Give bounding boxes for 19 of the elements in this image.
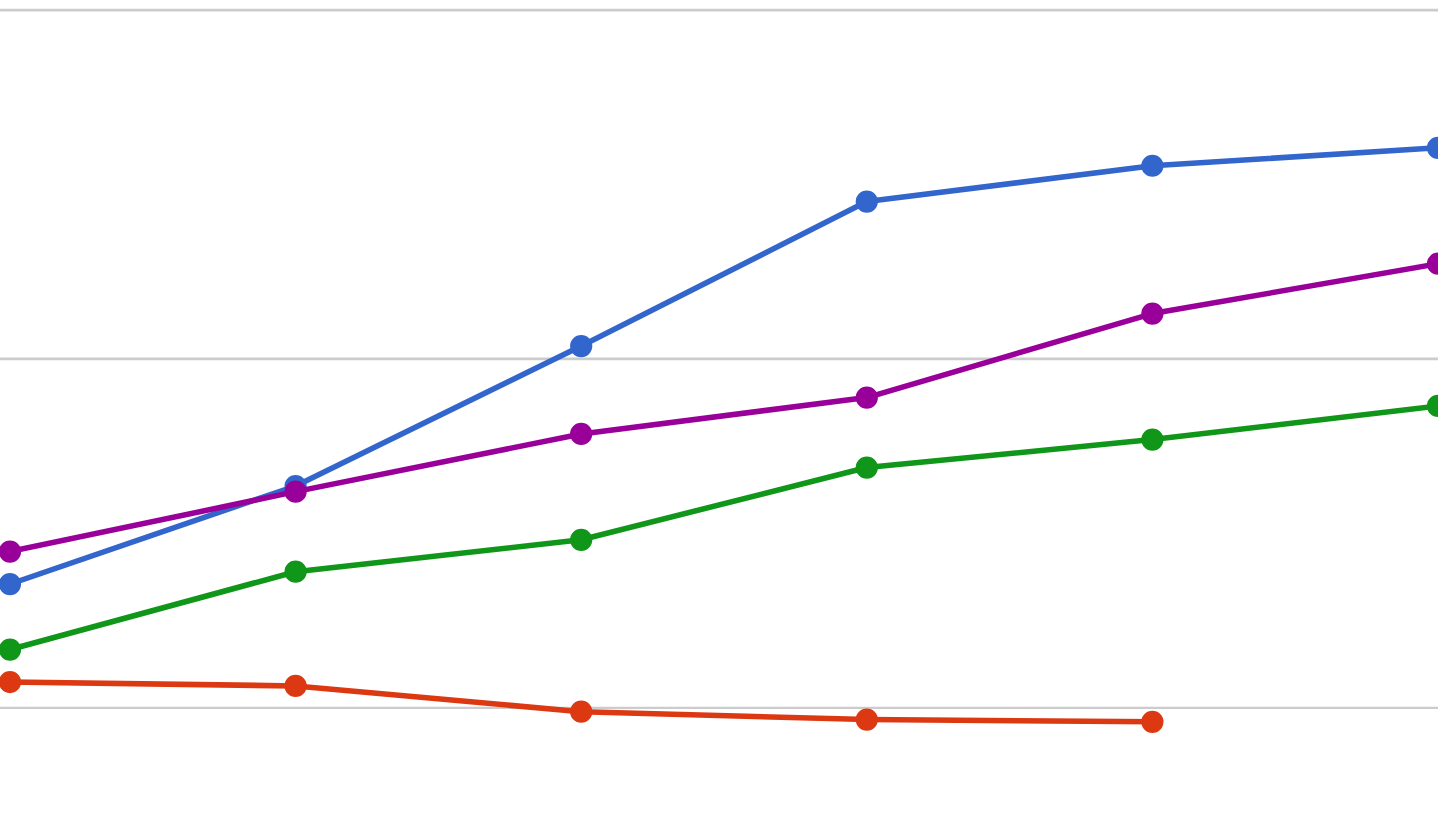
point (1141, 428, 1164, 451)
point (0, 670, 22, 694)
point (284, 674, 307, 698)
point (570, 422, 593, 446)
point (1141, 154, 1164, 177)
point (570, 700, 593, 723)
point (1141, 710, 1164, 733)
point (570, 334, 593, 358)
point (570, 528, 593, 551)
point (0, 540, 22, 563)
point (0, 638, 22, 661)
point (0, 572, 22, 596)
point (855, 456, 878, 479)
point (1141, 302, 1164, 325)
point (284, 480, 307, 503)
point (855, 708, 878, 731)
point (855, 190, 878, 213)
point (284, 560, 307, 583)
point (855, 386, 878, 409)
